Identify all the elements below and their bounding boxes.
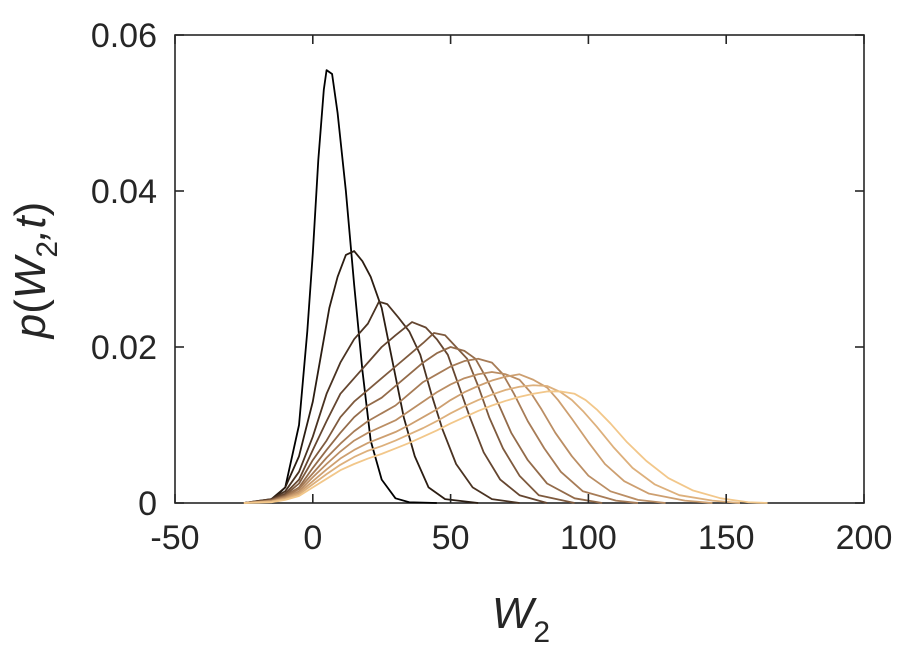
y-tick-label: 0.06: [91, 17, 157, 55]
y-tick-label: 0: [138, 485, 157, 523]
y-axis-label-main: W: [6, 254, 55, 299]
y-axis-label: p(W2,t): [6, 202, 64, 340]
x-tick-label: -50: [150, 519, 199, 557]
series-line-10: [243, 384, 741, 504]
x-tick-label: 200: [836, 519, 893, 557]
series-line-7: [243, 357, 639, 504]
x-axis-label-subscript: 2: [533, 616, 550, 649]
y-axis-label-close-paren: ): [6, 202, 55, 217]
y-axis-label-subscript: 2: [31, 241, 64, 258]
y-tick-label: 0.04: [91, 173, 157, 211]
x-tick-label: 0: [303, 519, 322, 557]
series-line-2: [243, 250, 479, 504]
series-line-4: [243, 321, 548, 504]
series-line-5: [243, 332, 575, 504]
series-line-6: [243, 346, 603, 504]
series-line-11: [243, 390, 768, 504]
series-line-9: [243, 373, 713, 504]
y-axis-label-prefix: p: [6, 314, 55, 340]
x-tick-label: 150: [698, 519, 755, 557]
series-layer: [243, 69, 768, 504]
x-tick-label: 100: [560, 519, 617, 557]
series-line-1: [243, 69, 437, 504]
x-axis-label-main: W: [492, 589, 537, 638]
plot-frame: [174, 34, 865, 504]
series-line-8: [243, 371, 666, 504]
y-tick-label: 0.02: [91, 329, 157, 367]
x-axis-label: W2: [492, 589, 550, 649]
y-axis-label-open-paren: (: [6, 299, 55, 314]
series-line-3: [243, 300, 520, 504]
y-axis-label-rest: ,t: [6, 215, 55, 241]
x-tick-label: 50: [432, 519, 470, 557]
plot-area: [174, 34, 865, 504]
